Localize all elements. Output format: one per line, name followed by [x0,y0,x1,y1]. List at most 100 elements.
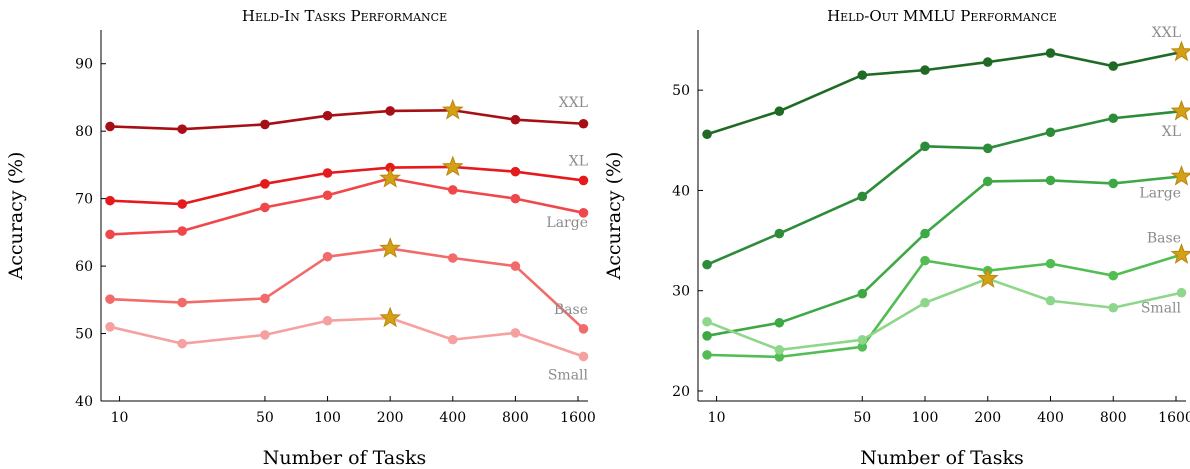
data-point [1108,61,1119,71]
y-tick-label: 30 [672,284,690,300]
data-point [260,178,270,189]
series-base: Base [105,237,589,334]
data-point [105,195,115,206]
data-point [105,294,115,304]
data-point [578,324,589,334]
series-small: Small [702,267,1187,355]
y-tick-label: 50 [672,83,690,99]
x-tick-label: 800 [502,410,529,426]
data-point [322,110,333,121]
series-line-base [707,253,1182,359]
series-line-large [706,175,1182,338]
best-star-marker [976,267,999,288]
series-line-small [706,277,1182,352]
data-point [260,202,270,213]
x-tick-label: 10 [708,410,726,426]
series-base: Base [702,231,1190,362]
data-point [1108,178,1119,189]
data-point [1045,48,1056,58]
best-star-marker [1170,99,1190,121]
data-point [1045,175,1056,186]
data-point [920,65,930,75]
data-point [260,293,270,304]
data-point [702,331,712,341]
series-label-xl: XL [569,153,588,169]
series-label-large: Large [1139,185,1181,201]
series-label-base: Base [554,302,588,318]
data-point [982,57,993,67]
y-tick-label: 80 [75,124,93,140]
data-point [857,191,868,202]
series-label-large: Large [546,215,588,231]
data-point [105,322,115,332]
y-tick-label: 20 [672,384,690,400]
data-point [774,228,785,239]
y-tick-label: 40 [672,183,690,199]
data-point [774,317,785,328]
series-line-xl [109,165,584,206]
data-point [177,199,187,209]
data-point [105,121,115,132]
data-point [322,315,333,326]
data-point [260,119,270,130]
data-point [702,129,712,140]
data-point [1045,258,1056,269]
series-xxl: XXL [702,25,1190,140]
series-line-base [109,247,585,330]
series-line-large [109,177,584,236]
data-point [857,335,868,345]
x-tick-label: 200 [974,410,1001,426]
x-tick-label: 400 [1037,410,1064,426]
data-point [702,350,712,360]
y-tick-label: 90 [75,57,93,73]
best-star-marker [379,166,402,188]
held-out-mmlu-chart: Held-Out MMLU Performance 20 30 40 50 10 50 100… [603,7,1190,469]
x-tick-label: 800 [1100,410,1127,426]
y-tick-label: 70 [75,192,93,208]
series-label-small: Small [1141,301,1182,317]
x-tick-label: 50 [256,410,274,426]
best-star-marker [1170,164,1190,186]
data-point [260,330,270,340]
y-axis-label: Accuracy (%) [603,152,625,281]
data-point [105,229,115,240]
data-point [1176,287,1187,298]
x-tick-label: 1600 [560,410,596,426]
series-line-xxl [109,108,584,131]
x-tick-label: 400 [439,410,466,426]
data-point [857,70,868,80]
data-point [774,106,785,117]
data-point [982,143,993,154]
x-tick-label: 100 [912,410,939,426]
series-small: Small [105,306,589,383]
series-label-small: Small [548,367,589,383]
y-tick-label: 60 [75,259,93,275]
data-point [578,175,589,186]
y-tick-label: 40 [75,394,93,410]
data-point [982,176,993,187]
x-tick-label: 50 [853,410,871,426]
data-point [578,118,589,129]
series-line-xxl [706,50,1182,136]
data-point [322,190,333,201]
data-point [774,352,785,362]
x-axis-label: Number of Tasks [860,447,1023,469]
data-point [1108,113,1119,124]
data-point [774,345,785,355]
best-star-marker [379,237,402,258]
series-large: Large [702,164,1190,341]
data-point [920,297,930,308]
series-line-xl [706,109,1182,266]
data-point [920,141,930,152]
data-point [177,297,187,308]
x-axis-label: Number of Tasks [263,447,426,469]
y-tick-label: 50 [75,327,93,343]
y-axis-label: Accuracy (%) [5,152,27,281]
data-point [1045,127,1056,138]
held-in-chart: Held-In Tasks Performance 40 50 60 70 80 90 10 5… [5,7,596,469]
series-label-base: Base [1147,231,1181,247]
data-point [1108,270,1119,281]
series-xl: XL [105,153,589,209]
data-point [1045,295,1056,306]
